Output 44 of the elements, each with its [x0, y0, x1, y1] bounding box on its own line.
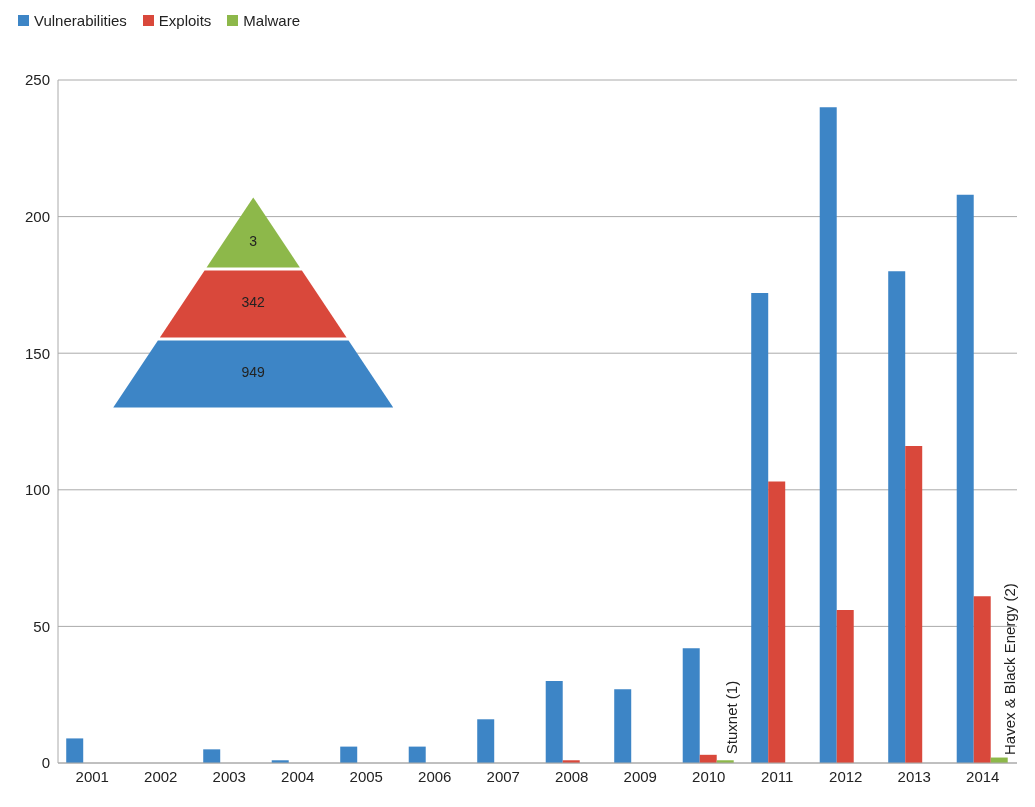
x-tick-label: 2013: [897, 767, 931, 785]
y-tick-label: 100: [24, 481, 50, 499]
annotation: 3: [249, 233, 258, 250]
x-tick-label: 2012: [829, 767, 863, 785]
bar: [888, 271, 906, 763]
annotation: 949: [241, 364, 266, 381]
x-tick-label: 2007: [486, 767, 520, 785]
bar: [768, 481, 786, 763]
legend-label: Malware: [242, 12, 301, 29]
y-tick-label: 0: [41, 754, 50, 772]
bar: [477, 719, 495, 763]
bar: [905, 446, 923, 763]
y-tick-label: 200: [24, 207, 50, 225]
x-tick-label: 2002: [144, 767, 178, 785]
bar: [203, 749, 221, 763]
bar: [66, 738, 84, 763]
bar: [614, 689, 632, 763]
bar: [819, 107, 837, 763]
bar: [545, 681, 563, 763]
bar: [340, 746, 358, 763]
x-tick-label: 2001: [75, 767, 109, 785]
y-tick-label: 250: [24, 71, 50, 89]
x-tick-label: 2004: [281, 767, 315, 785]
bar: [751, 293, 769, 763]
x-tick-label: 2006: [418, 767, 452, 785]
x-tick-label: 2010: [692, 767, 726, 785]
bar: [682, 648, 700, 763]
bar: [408, 746, 426, 763]
x-tick-label: 2003: [212, 767, 246, 785]
legend-label: Exploits: [157, 12, 212, 29]
x-tick-label: 2005: [349, 767, 383, 785]
annotation: Havex & Black Energy (2): [1001, 583, 1018, 755]
y-tick-label: 50: [33, 617, 50, 635]
annotation: 342: [241, 294, 266, 311]
bar: [973, 596, 991, 763]
x-tick-label: 2009: [623, 767, 657, 785]
legend-label: Vulnerabilities: [33, 12, 127, 29]
y-tick-label: 150: [24, 344, 50, 362]
x-tick-label: 2011: [761, 767, 794, 785]
x-tick-label: 2014: [966, 767, 1000, 785]
x-tick-label: 2008: [555, 767, 589, 785]
bar: [836, 610, 854, 763]
bar: [956, 194, 974, 763]
annotation: Stuxnet (1): [723, 680, 740, 755]
